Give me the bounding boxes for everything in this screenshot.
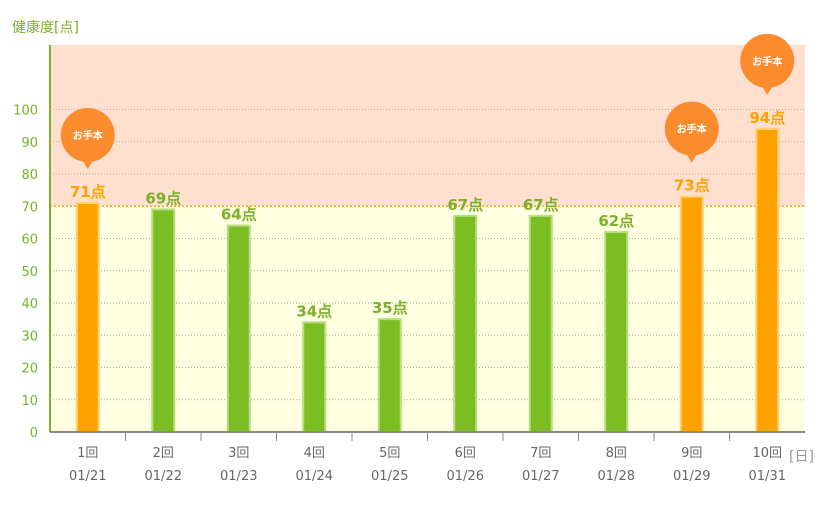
badge-circle [60,108,115,163]
x-category-label: 7回 [530,446,551,461]
y-tick-label: 20 [21,362,38,377]
bar [75,202,100,433]
y-tick-label: 60 [21,233,38,248]
y-tick-label: 40 [21,297,38,312]
y-tick-labels: 0 10 20 30 40 50 60 70 80 90 100 [13,104,38,442]
bar [453,214,478,433]
model-badge: お手本 [740,33,795,95]
x-category-label: 3回 [228,446,249,461]
badge-label: お手本 [73,129,104,142]
value-label: 34点 [296,302,332,320]
x-date-label: 01/27 [522,469,559,484]
x-date-label: 01/31 [749,469,786,484]
x-date-label: 01/29 [673,469,710,484]
x-date-label: 01/23 [220,469,257,484]
y-tick-label: 90 [21,136,38,151]
x-category-label: 10回 [752,446,782,461]
x-date-label: 01/21 [69,469,106,484]
x-separators [125,432,730,441]
x-date-label: 01/25 [371,469,408,484]
y-tick-label: 0 [30,426,38,441]
model-badge: お手本 [60,108,115,170]
bar [679,195,704,433]
value-label: 71点 [70,183,106,201]
y-tick-label: 70 [21,200,38,215]
value-labels: 71点 69点 64点 34点 35点 67点 67点 62点 73点 94点 [70,109,785,321]
x-category-labels: 1回 01/21 2回 01/22 3回 01/23 4回 01/24 5回 01/25 6回 01/… [69,446,786,484]
x-category-label: 8回 [606,446,627,461]
y-tick-label: 100 [13,104,38,119]
value-label: 69点 [145,189,181,207]
x-date-label: 01/22 [145,469,182,484]
x-date-label: 01/26 [447,469,484,484]
y-tick-label: 80 [21,168,38,183]
x-axis-unit: [日] [789,449,814,465]
value-label: 35点 [372,299,408,317]
value-label: 73点 [674,177,710,195]
value-label: 67点 [523,196,559,214]
value-label: 62点 [598,212,634,230]
bar [528,214,553,433]
x-date-label: 01/24 [296,469,333,484]
bars [75,127,780,434]
lower-band [50,206,805,432]
value-label: 64点 [221,206,257,224]
badge-circle [664,101,719,156]
bar [302,321,327,434]
y-tick-label: 10 [21,394,38,409]
x-category-label: 9回 [681,446,702,461]
x-category-label: 6回 [455,446,476,461]
y-tick-label: 50 [21,265,38,280]
bar [604,231,629,433]
bar [226,224,251,433]
x-category-label: 2回 [153,446,174,461]
badge-label: お手本 [677,123,708,136]
value-label: 94点 [749,109,785,127]
badge-label: お手本 [752,55,783,68]
bar [151,208,176,433]
x-category-label: 5回 [379,446,400,461]
y-tick-label: 30 [21,329,38,344]
bar [377,318,402,433]
y-axis-title: 健康度[点] [12,19,79,36]
model-badge: お手本 [664,101,719,163]
bar [755,127,780,433]
badge-circle [740,33,795,88]
x-category-label: 4回 [304,446,325,461]
x-date-label: 01/28 [598,469,635,484]
value-label: 67点 [447,196,483,214]
x-category-label: 1回 [77,446,98,461]
